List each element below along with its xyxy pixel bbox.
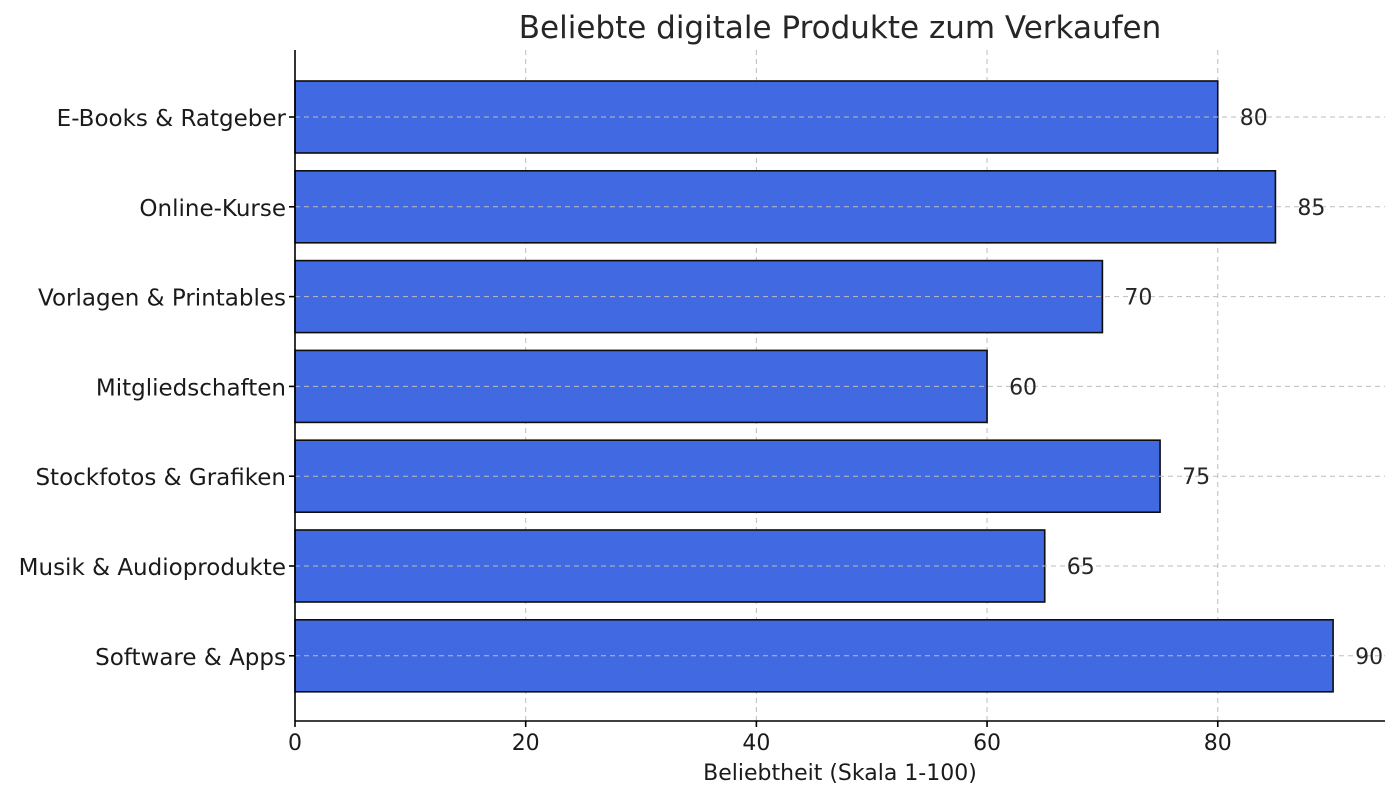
value-label: 75 — [1182, 465, 1210, 490]
category-label: Stockfotos & Grafiken — [35, 465, 286, 491]
value-label: 65 — [1067, 555, 1095, 580]
bar — [294, 259, 1104, 334]
value-label: 90 — [1355, 645, 1383, 670]
category-label: Mitgliedschaften — [96, 375, 286, 401]
value-label: 80 — [1240, 106, 1268, 131]
value-label: 70 — [1124, 286, 1152, 311]
x-tick-label: 40 — [742, 731, 770, 756]
category-label: Online-Kurse — [139, 196, 286, 222]
x-tick-labels: 0 20 40 60 80 — [288, 731, 1232, 756]
chart-title: Beliebte digitale Produkte zum Verkaufen — [519, 10, 1161, 46]
value-label: 60 — [1009, 375, 1037, 400]
x-tick-label: 60 — [973, 731, 1001, 756]
x-axis-title: Beliebtheit (Skala 1-100) — [703, 761, 977, 786]
value-label: 85 — [1297, 196, 1325, 221]
category-label: Software & Apps — [95, 645, 286, 671]
x-tick-label: 20 — [512, 731, 540, 756]
category-label: Musik & Audioprodukte — [19, 555, 286, 581]
category-label: Vorlagen & Printables — [38, 286, 286, 312]
axes — [289, 50, 1385, 727]
x-tick-label: 0 — [288, 731, 302, 756]
value-labels: 80 85 70 60 75 65 90 — [1009, 106, 1383, 670]
x-tick-label: 80 — [1204, 731, 1232, 756]
category-labels: E-Books & Ratgeber Online-Kurse Vorlagen &… — [19, 106, 287, 671]
category-label: E-Books & Ratgeber — [57, 106, 287, 132]
